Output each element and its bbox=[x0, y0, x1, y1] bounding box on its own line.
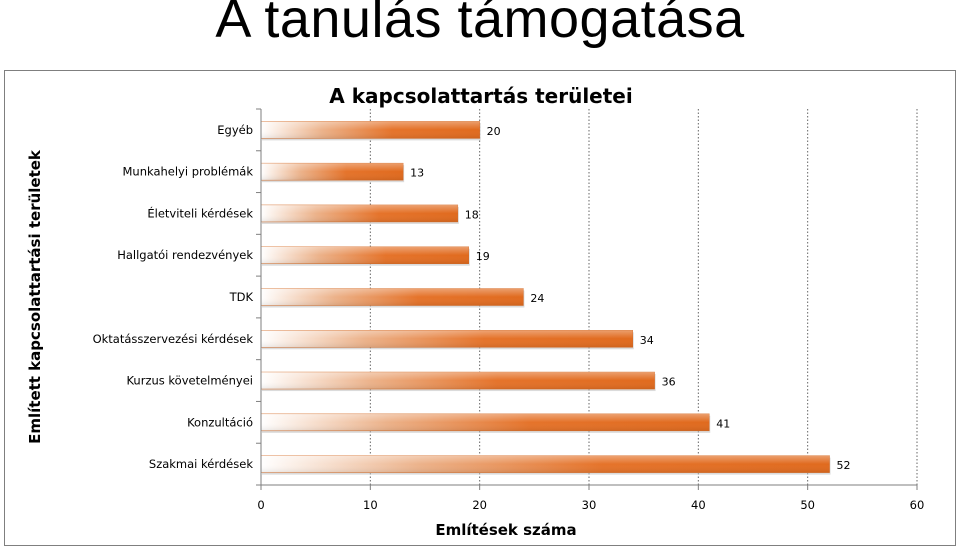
y-axis-title: Említett kapcsolattartási területek bbox=[26, 149, 44, 444]
category-label: Munkahelyi problémák bbox=[122, 165, 253, 179]
slide-title: A tanulás támogatása bbox=[215, 0, 745, 49]
category-label: Szakmai kérdések bbox=[149, 457, 253, 471]
bar-highlight bbox=[261, 330, 633, 348]
category-label: Konzultáció bbox=[187, 415, 253, 429]
bar-highlight bbox=[261, 372, 655, 390]
x-tick-label: 10 bbox=[363, 498, 378, 512]
value-label: 24 bbox=[530, 292, 544, 305]
value-label: 41 bbox=[716, 417, 730, 430]
value-label: 18 bbox=[465, 208, 479, 221]
category-label: Egyéb bbox=[217, 123, 253, 137]
x-tick-label: 40 bbox=[691, 498, 706, 512]
chart-frame: A kapcsolattartás területei 0 10 20 30 40 50 6… bbox=[4, 70, 956, 546]
value-label: 20 bbox=[487, 125, 501, 138]
value-label: 36 bbox=[662, 376, 676, 389]
category-label: Oktatásszervezési kérdések bbox=[93, 332, 254, 346]
category-label: Hallgatói rendezvények bbox=[117, 248, 253, 262]
bar-highlight bbox=[261, 455, 830, 473]
bar-highlight bbox=[261, 288, 524, 306]
bar-highlight bbox=[261, 163, 404, 181]
value-label: 34 bbox=[640, 334, 654, 347]
x-tick-label: 50 bbox=[800, 498, 815, 512]
category-label: TDK bbox=[229, 290, 254, 304]
value-label: 19 bbox=[476, 250, 490, 263]
x-axis-title: Említések száma bbox=[435, 521, 576, 539]
x-tick-label: 20 bbox=[472, 498, 487, 512]
category-label: Életviteli kérdések bbox=[147, 205, 253, 220]
chart-title: A kapcsolattartás területei bbox=[329, 84, 632, 108]
x-tick-label: 0 bbox=[257, 498, 264, 512]
x-tick-label: 60 bbox=[910, 498, 925, 512]
bar-highlight bbox=[261, 413, 710, 431]
bar-highlight bbox=[261, 246, 469, 264]
bar-highlight bbox=[261, 204, 458, 222]
bar-highlight bbox=[261, 121, 480, 139]
x-tick-label: 30 bbox=[582, 498, 597, 512]
value-label: 13 bbox=[410, 167, 424, 180]
category-label: Kurzus követelményei bbox=[126, 374, 253, 388]
value-label: 52 bbox=[837, 459, 851, 472]
bar-chart: A kapcsolattartás területei 0 10 20 30 40 50 6… bbox=[26, 84, 925, 539]
